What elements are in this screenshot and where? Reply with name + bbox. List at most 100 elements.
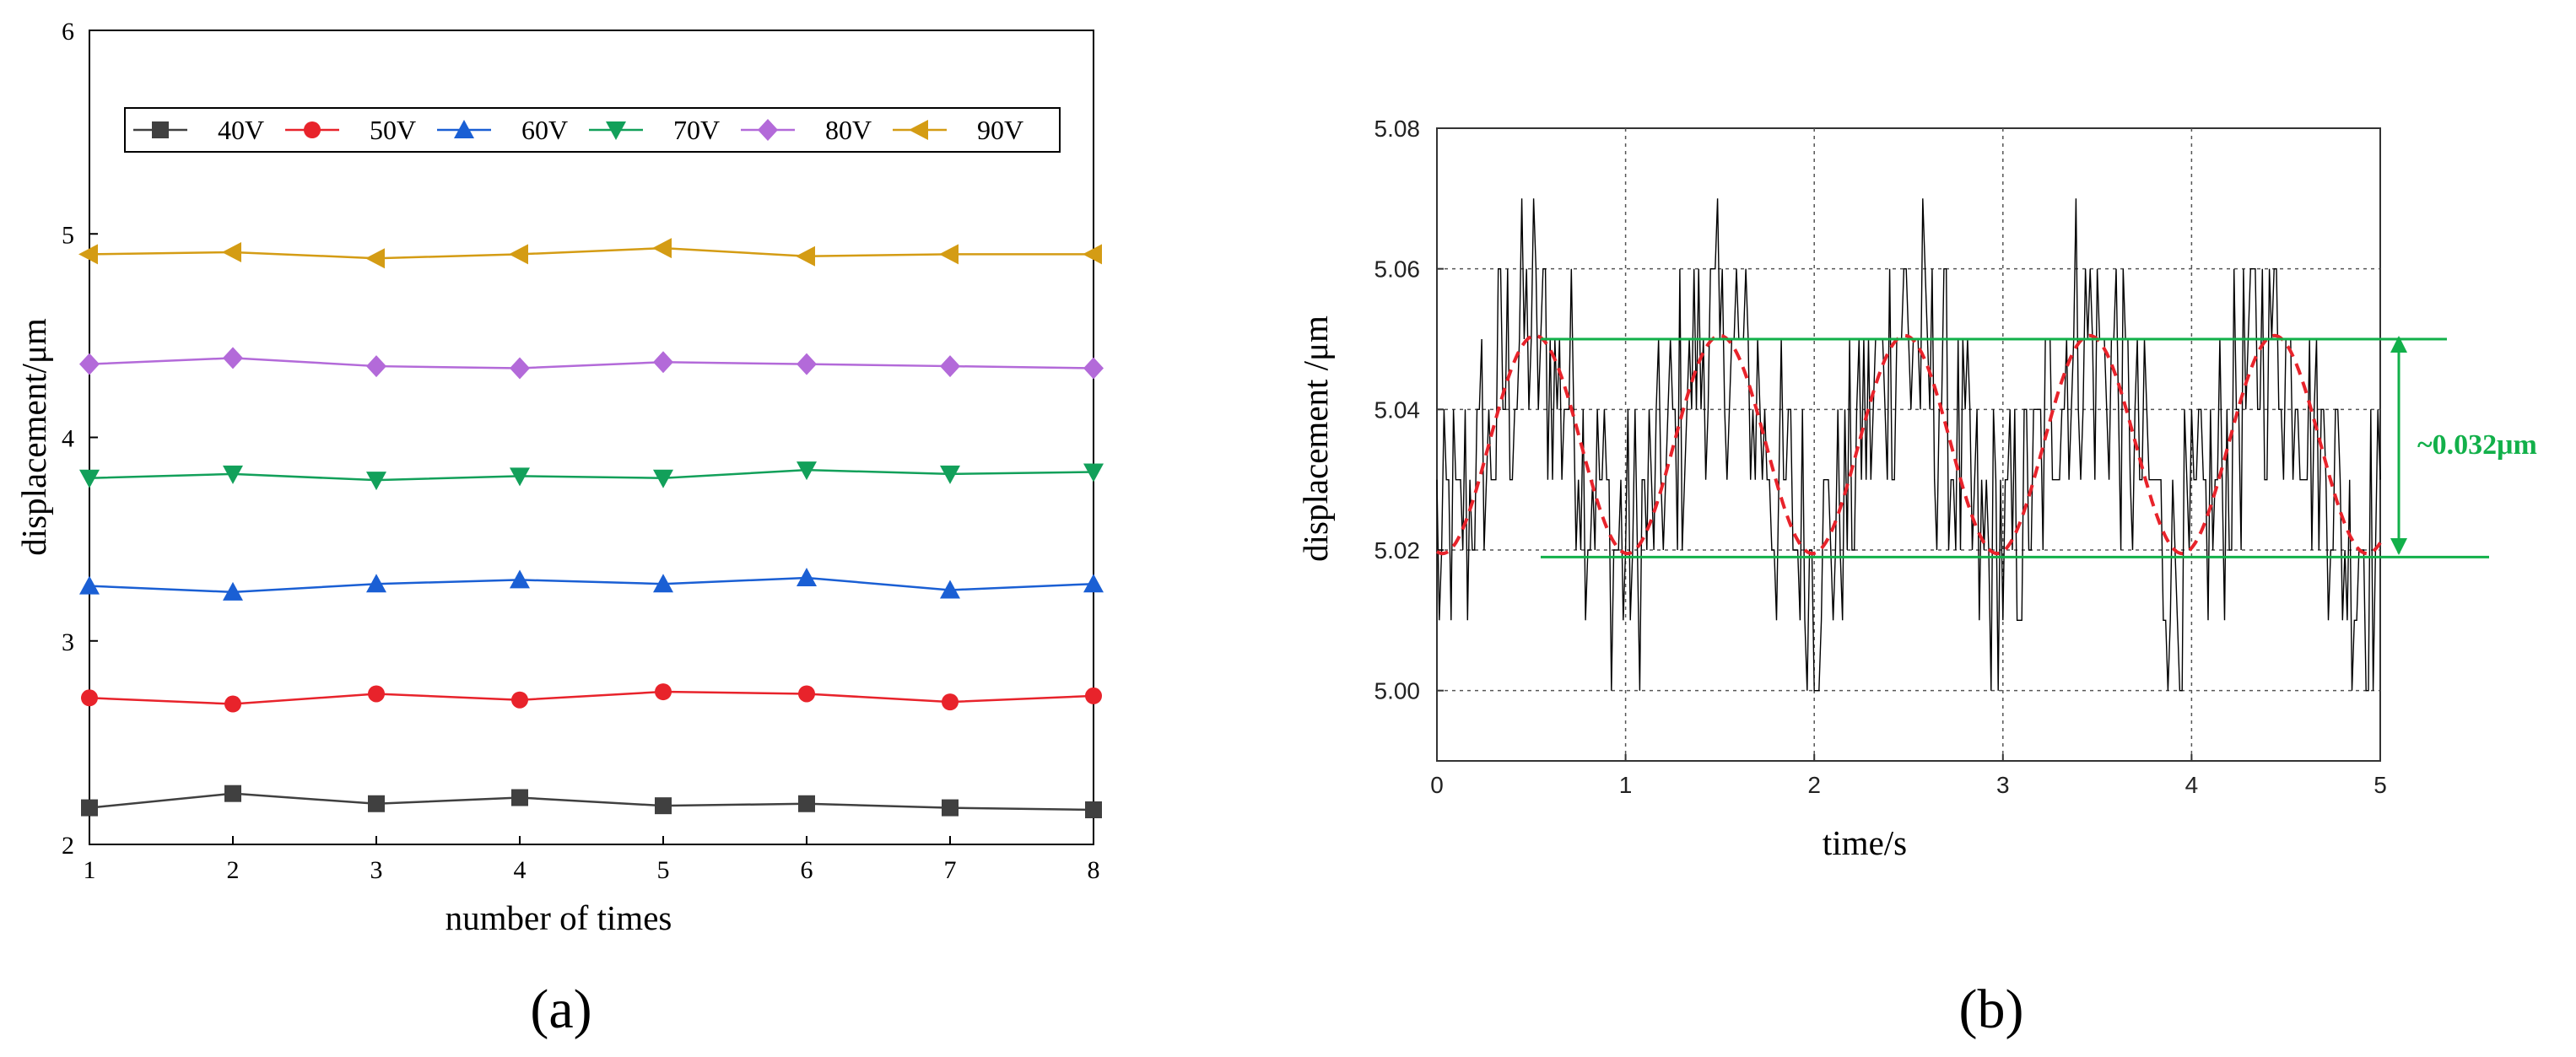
legend-label-70V: 70V bbox=[673, 115, 720, 145]
panel-b-measured-signal bbox=[1436, 198, 2381, 692]
legend-marker-90V bbox=[909, 120, 928, 140]
data-point-50V bbox=[798, 685, 815, 703]
panel-b: 0 1 2 3 4 5 5.00 5.02 5.04 5.06 5.08 ~0.032μm time… bbox=[1296, 116, 2537, 1040]
panel-a-xlabel: number of times bbox=[446, 898, 672, 937]
series-line-50V bbox=[89, 690, 1094, 705]
data-point-90V bbox=[365, 248, 385, 269]
legend-marker-50V bbox=[304, 121, 321, 138]
data-point-50V bbox=[942, 693, 959, 711]
data-point-50V bbox=[511, 691, 528, 709]
x-tick-label: 7 bbox=[944, 856, 957, 884]
x-tick-label: 1 bbox=[1619, 772, 1633, 798]
data-point-80V bbox=[223, 347, 243, 369]
data-point-60V bbox=[1083, 574, 1104, 593]
data-point-90V bbox=[1083, 244, 1102, 265]
data-point-50V bbox=[81, 689, 98, 707]
panel-b-fitted-sine bbox=[1435, 333, 2382, 556]
legend-label-40V: 40V bbox=[218, 115, 264, 145]
fitted-sine-line bbox=[1435, 333, 2382, 556]
data-point-40V bbox=[798, 795, 815, 812]
legend-marker-70V bbox=[606, 121, 626, 140]
data-point-80V bbox=[79, 353, 100, 375]
panel-a-legend: 40V 50V 60V 70V 80V 90V bbox=[124, 107, 1061, 153]
panel-b-ylabel: displacement /μm bbox=[1296, 315, 1335, 562]
measured-signal-line bbox=[1436, 198, 2381, 692]
y-tick-label: 5 bbox=[62, 221, 74, 249]
panel-a-label: (a) bbox=[530, 979, 591, 1040]
data-point-60V bbox=[653, 574, 673, 593]
arrow-head-up bbox=[2390, 336, 2407, 353]
y-tick-label: 4 bbox=[62, 425, 74, 453]
series-line-40V bbox=[89, 792, 1094, 812]
data-point-70V bbox=[366, 472, 386, 491]
panel-b-grid bbox=[1437, 128, 2380, 761]
panel-a-series bbox=[78, 238, 1104, 818]
panel-b-xlabel: time/s bbox=[1823, 823, 1907, 862]
x-tick-label: 4 bbox=[2185, 772, 2199, 798]
data-point-70V bbox=[79, 469, 100, 488]
x-tick-label: 2 bbox=[1807, 772, 1821, 798]
series-line-60V bbox=[89, 576, 1094, 594]
data-point-70V bbox=[940, 465, 960, 484]
data-point-90V bbox=[78, 244, 98, 265]
x-tick-label: 2 bbox=[227, 856, 240, 884]
data-point-40V bbox=[224, 785, 241, 802]
data-point-50V bbox=[655, 683, 672, 701]
x-tick-label: 0 bbox=[1430, 772, 1444, 798]
legend-label-80V: 80V bbox=[825, 115, 872, 145]
legend-marker-60V bbox=[454, 120, 474, 138]
data-point-40V bbox=[1085, 801, 1102, 818]
amplitude-annotation: ~0.032μm bbox=[2417, 429, 2537, 461]
data-point-40V bbox=[81, 799, 98, 817]
data-point-60V bbox=[79, 575, 100, 595]
data-point-90V bbox=[796, 245, 815, 267]
data-point-80V bbox=[940, 355, 960, 378]
y-tick-label: 5.00 bbox=[1374, 678, 1421, 704]
data-point-50V bbox=[1085, 687, 1102, 704]
x-tick-label: 5 bbox=[657, 856, 670, 884]
data-point-70V bbox=[653, 469, 673, 488]
x-tick-label: 1 bbox=[84, 856, 96, 884]
data-point-60V bbox=[366, 574, 386, 593]
y-tick-label: 6 bbox=[62, 18, 74, 46]
data-point-40V bbox=[655, 797, 672, 815]
data-point-70V bbox=[223, 465, 243, 484]
legend-marker-80V bbox=[758, 119, 778, 141]
data-point-90V bbox=[652, 238, 672, 259]
data-point-80V bbox=[366, 355, 386, 378]
y-tick-label: 5.06 bbox=[1374, 256, 1421, 283]
data-point-60V bbox=[223, 581, 243, 601]
data-point-70V bbox=[1083, 463, 1104, 483]
data-point-90V bbox=[509, 244, 528, 265]
legend-label-90V: 90V bbox=[977, 115, 1023, 145]
amplitude-arrow bbox=[2390, 336, 2407, 555]
data-point-90V bbox=[222, 241, 241, 262]
legend-label-60V: 60V bbox=[521, 115, 568, 145]
x-tick-label: 8 bbox=[1088, 856, 1100, 884]
data-point-90V bbox=[939, 244, 959, 265]
x-tick-label: 6 bbox=[801, 856, 813, 884]
data-point-60V bbox=[510, 569, 530, 589]
data-point-40V bbox=[942, 799, 959, 817]
data-point-80V bbox=[1083, 357, 1104, 380]
series-line-90V bbox=[89, 246, 1094, 260]
series-line-80V bbox=[89, 357, 1094, 369]
data-point-50V bbox=[224, 695, 241, 713]
data-point-70V bbox=[797, 461, 817, 481]
data-point-80V bbox=[510, 357, 530, 380]
legend-label-50V: 50V bbox=[370, 115, 416, 145]
data-point-50V bbox=[368, 685, 385, 703]
data-point-60V bbox=[940, 580, 960, 599]
arrow-head-down bbox=[2390, 538, 2407, 555]
x-tick-label: 5 bbox=[2373, 772, 2387, 798]
data-point-80V bbox=[797, 353, 817, 375]
data-point-60V bbox=[797, 567, 817, 586]
legend-marker-40V bbox=[152, 121, 169, 138]
x-tick-label: 3 bbox=[370, 856, 383, 884]
y-tick-label: 5.08 bbox=[1374, 116, 1421, 142]
y-tick-label: 3 bbox=[62, 628, 74, 656]
panel-b-plot-frame bbox=[1436, 127, 2381, 762]
